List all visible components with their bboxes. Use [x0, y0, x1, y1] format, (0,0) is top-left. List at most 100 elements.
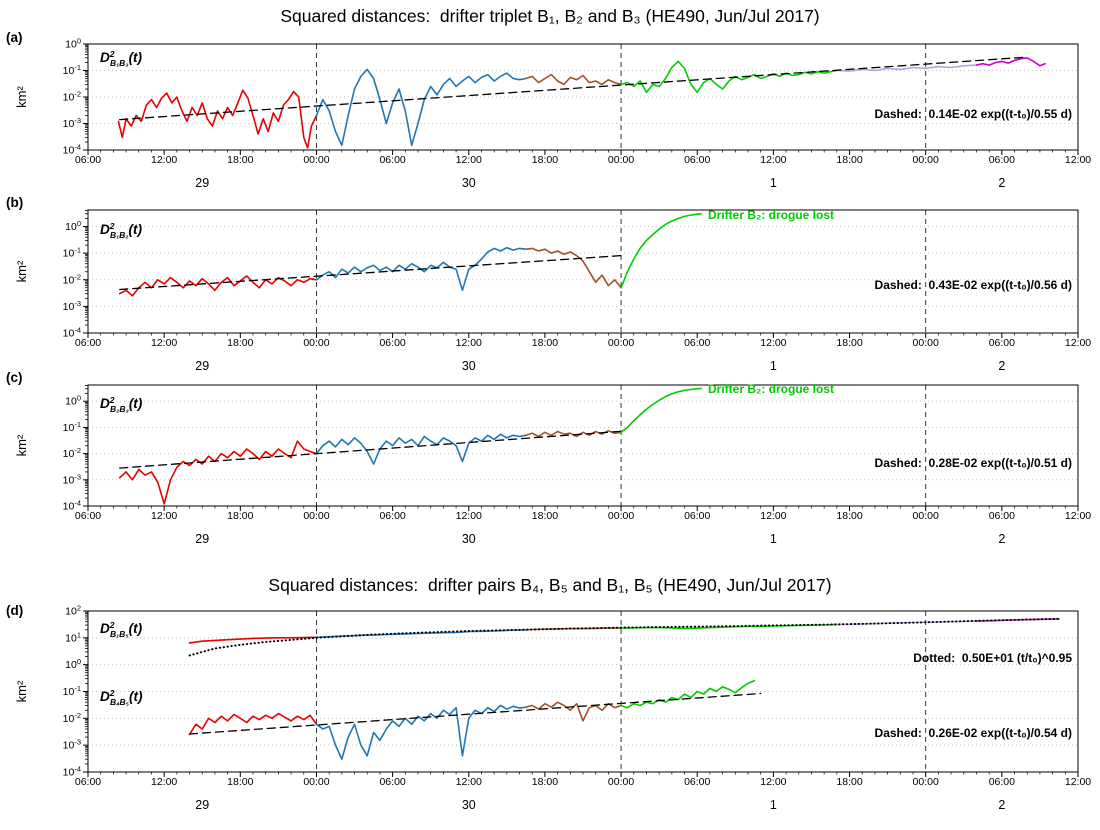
- x-tick-label: 18:00: [836, 510, 862, 522]
- x-tick-label: 12:00: [1065, 776, 1091, 788]
- x-tick-label: 06:00: [379, 154, 405, 166]
- y-tick-label: 10-1: [63, 246, 81, 260]
- x-tick-label: 06:00: [379, 337, 405, 349]
- x-tick-label: 06:00: [989, 337, 1015, 349]
- x-tick-label: 00:00: [303, 337, 329, 349]
- series-c-0-brown-segment: [525, 429, 622, 438]
- y-tick-label: 10-4: [63, 326, 81, 340]
- panel-corner-label: (a): [6, 30, 23, 45]
- y-tick-label: 10-1: [63, 420, 81, 434]
- series-d-1-green-segment: [620, 679, 756, 709]
- y-tick-label: 102: [65, 604, 81, 618]
- plot-frame: [87, 384, 1079, 507]
- x-tick-label: 12:00: [151, 337, 177, 349]
- series-a-0-green-segment: [620, 60, 838, 94]
- day-label: 30: [462, 176, 476, 190]
- series-c-0-red-segment: [118, 440, 318, 505]
- title-drifter-triplet: Squared distances: drifter triplet B₁, B…: [280, 6, 820, 26]
- x-tick-label: 06:00: [989, 154, 1015, 166]
- y-tick-label: 10-4: [63, 143, 81, 157]
- series-d-1-blue-segment: [315, 704, 527, 761]
- day-label: 29: [195, 359, 209, 373]
- x-tick-label: 06:00: [379, 510, 405, 522]
- y-tick-label: 100: [65, 394, 81, 408]
- fit-line-dashed: [119, 56, 1028, 121]
- x-tick-label: 06:00: [684, 776, 710, 788]
- x-tick-label: 00:00: [608, 154, 634, 166]
- x-tick-label: 12:00: [151, 776, 177, 788]
- x-tick-label: 06:00: [379, 776, 405, 788]
- y-tick-label: 10-1: [63, 63, 81, 77]
- series-label: D2 B₁B₅(t): [100, 620, 143, 639]
- x-tick-label: 18:00: [532, 776, 558, 788]
- y-tick-label: 10-4: [63, 765, 81, 779]
- x-tick-label: 12:00: [760, 776, 786, 788]
- x-tick-label: 18:00: [532, 510, 558, 522]
- day-label: 1: [770, 176, 777, 190]
- series-c-0-blue-segment: [315, 433, 527, 465]
- x-tick-label: 00:00: [608, 337, 634, 349]
- day-label: 2: [998, 532, 1005, 546]
- series-label: D2 B₁B₃(t): [100, 49, 143, 68]
- day-label: 2: [998, 359, 1005, 373]
- fit-annotation: Dashed: 0.43E-02 exp((t-t₀)/0.56 d): [875, 278, 1072, 292]
- day-label: 1: [770, 798, 777, 812]
- x-tick-label: 12:00: [456, 337, 482, 349]
- series-a-0-magenta-segment: [975, 57, 1046, 67]
- y-tick-label: 10-3: [63, 299, 81, 313]
- x-tick-label: 06:00: [684, 337, 710, 349]
- x-tick-label: 06:00: [989, 510, 1015, 522]
- y-axis-unit-label: km²: [14, 260, 29, 282]
- day-label: 30: [462, 359, 476, 373]
- panel-corner-label: (c): [6, 370, 23, 385]
- x-tick-label: 06:00: [684, 154, 710, 166]
- day-label: 30: [462, 532, 476, 546]
- y-tick-label: 10-2: [63, 90, 81, 104]
- fit-line-dashed: [119, 254, 622, 291]
- series-label: D2 B₂B₃(t): [100, 395, 143, 414]
- x-tick-label: 18:00: [836, 337, 862, 349]
- x-tick-label: 18:00: [836, 154, 862, 166]
- day-label: 2: [998, 798, 1005, 812]
- drogue-lost-label: Drifter B₂: drogue lost: [708, 382, 834, 396]
- series-d-1-red-segment: [188, 712, 318, 736]
- y-tick-label: 10-1: [63, 684, 81, 698]
- x-tick-label: 00:00: [913, 154, 939, 166]
- fit-line-dashed: [188, 692, 762, 735]
- fit-annotation: Dashed: 0.26E-02 exp((t-t₀)/0.54 d): [875, 726, 1072, 740]
- x-tick-label: 12:00: [1065, 154, 1091, 166]
- x-tick-label: 06:00: [75, 510, 101, 522]
- x-tick-label: 12:00: [1065, 510, 1091, 522]
- x-tick-label: 12:00: [456, 154, 482, 166]
- day-label: 1: [770, 532, 777, 546]
- panel-corner-label: (b): [6, 195, 23, 210]
- x-tick-label: 06:00: [75, 337, 101, 349]
- y-axis-unit-label: km²: [14, 86, 29, 108]
- fit-annotation: Dashed: 0.14E-02 exp((t-t₀)/0.55 d): [875, 107, 1072, 121]
- y-axis-unit-label: km²: [14, 434, 29, 456]
- x-tick-label: 00:00: [608, 776, 634, 788]
- day-label: 29: [195, 532, 209, 546]
- series-a-0-brown-segment: [525, 73, 622, 86]
- y-tick-label: 101: [65, 630, 81, 644]
- fit-line-dashed: [119, 430, 622, 469]
- y-tick-label: 10-3: [63, 472, 81, 486]
- x-tick-label: 12:00: [760, 337, 786, 349]
- x-tick-label: 18:00: [227, 510, 253, 522]
- y-tick-label: 10-3: [63, 738, 81, 752]
- plot-frame: [87, 209, 1079, 334]
- x-tick-label: 06:00: [75, 154, 101, 166]
- x-tick-label: 18:00: [227, 776, 253, 788]
- series-b-0-brown-segment: [525, 247, 622, 289]
- x-tick-label: 18:00: [836, 776, 862, 788]
- x-tick-label: 06:00: [989, 776, 1015, 788]
- x-tick-label: 12:00: [151, 510, 177, 522]
- series-d-0-red-segment: [188, 636, 318, 644]
- x-tick-label: 12:00: [1065, 337, 1091, 349]
- x-tick-label: 12:00: [760, 154, 786, 166]
